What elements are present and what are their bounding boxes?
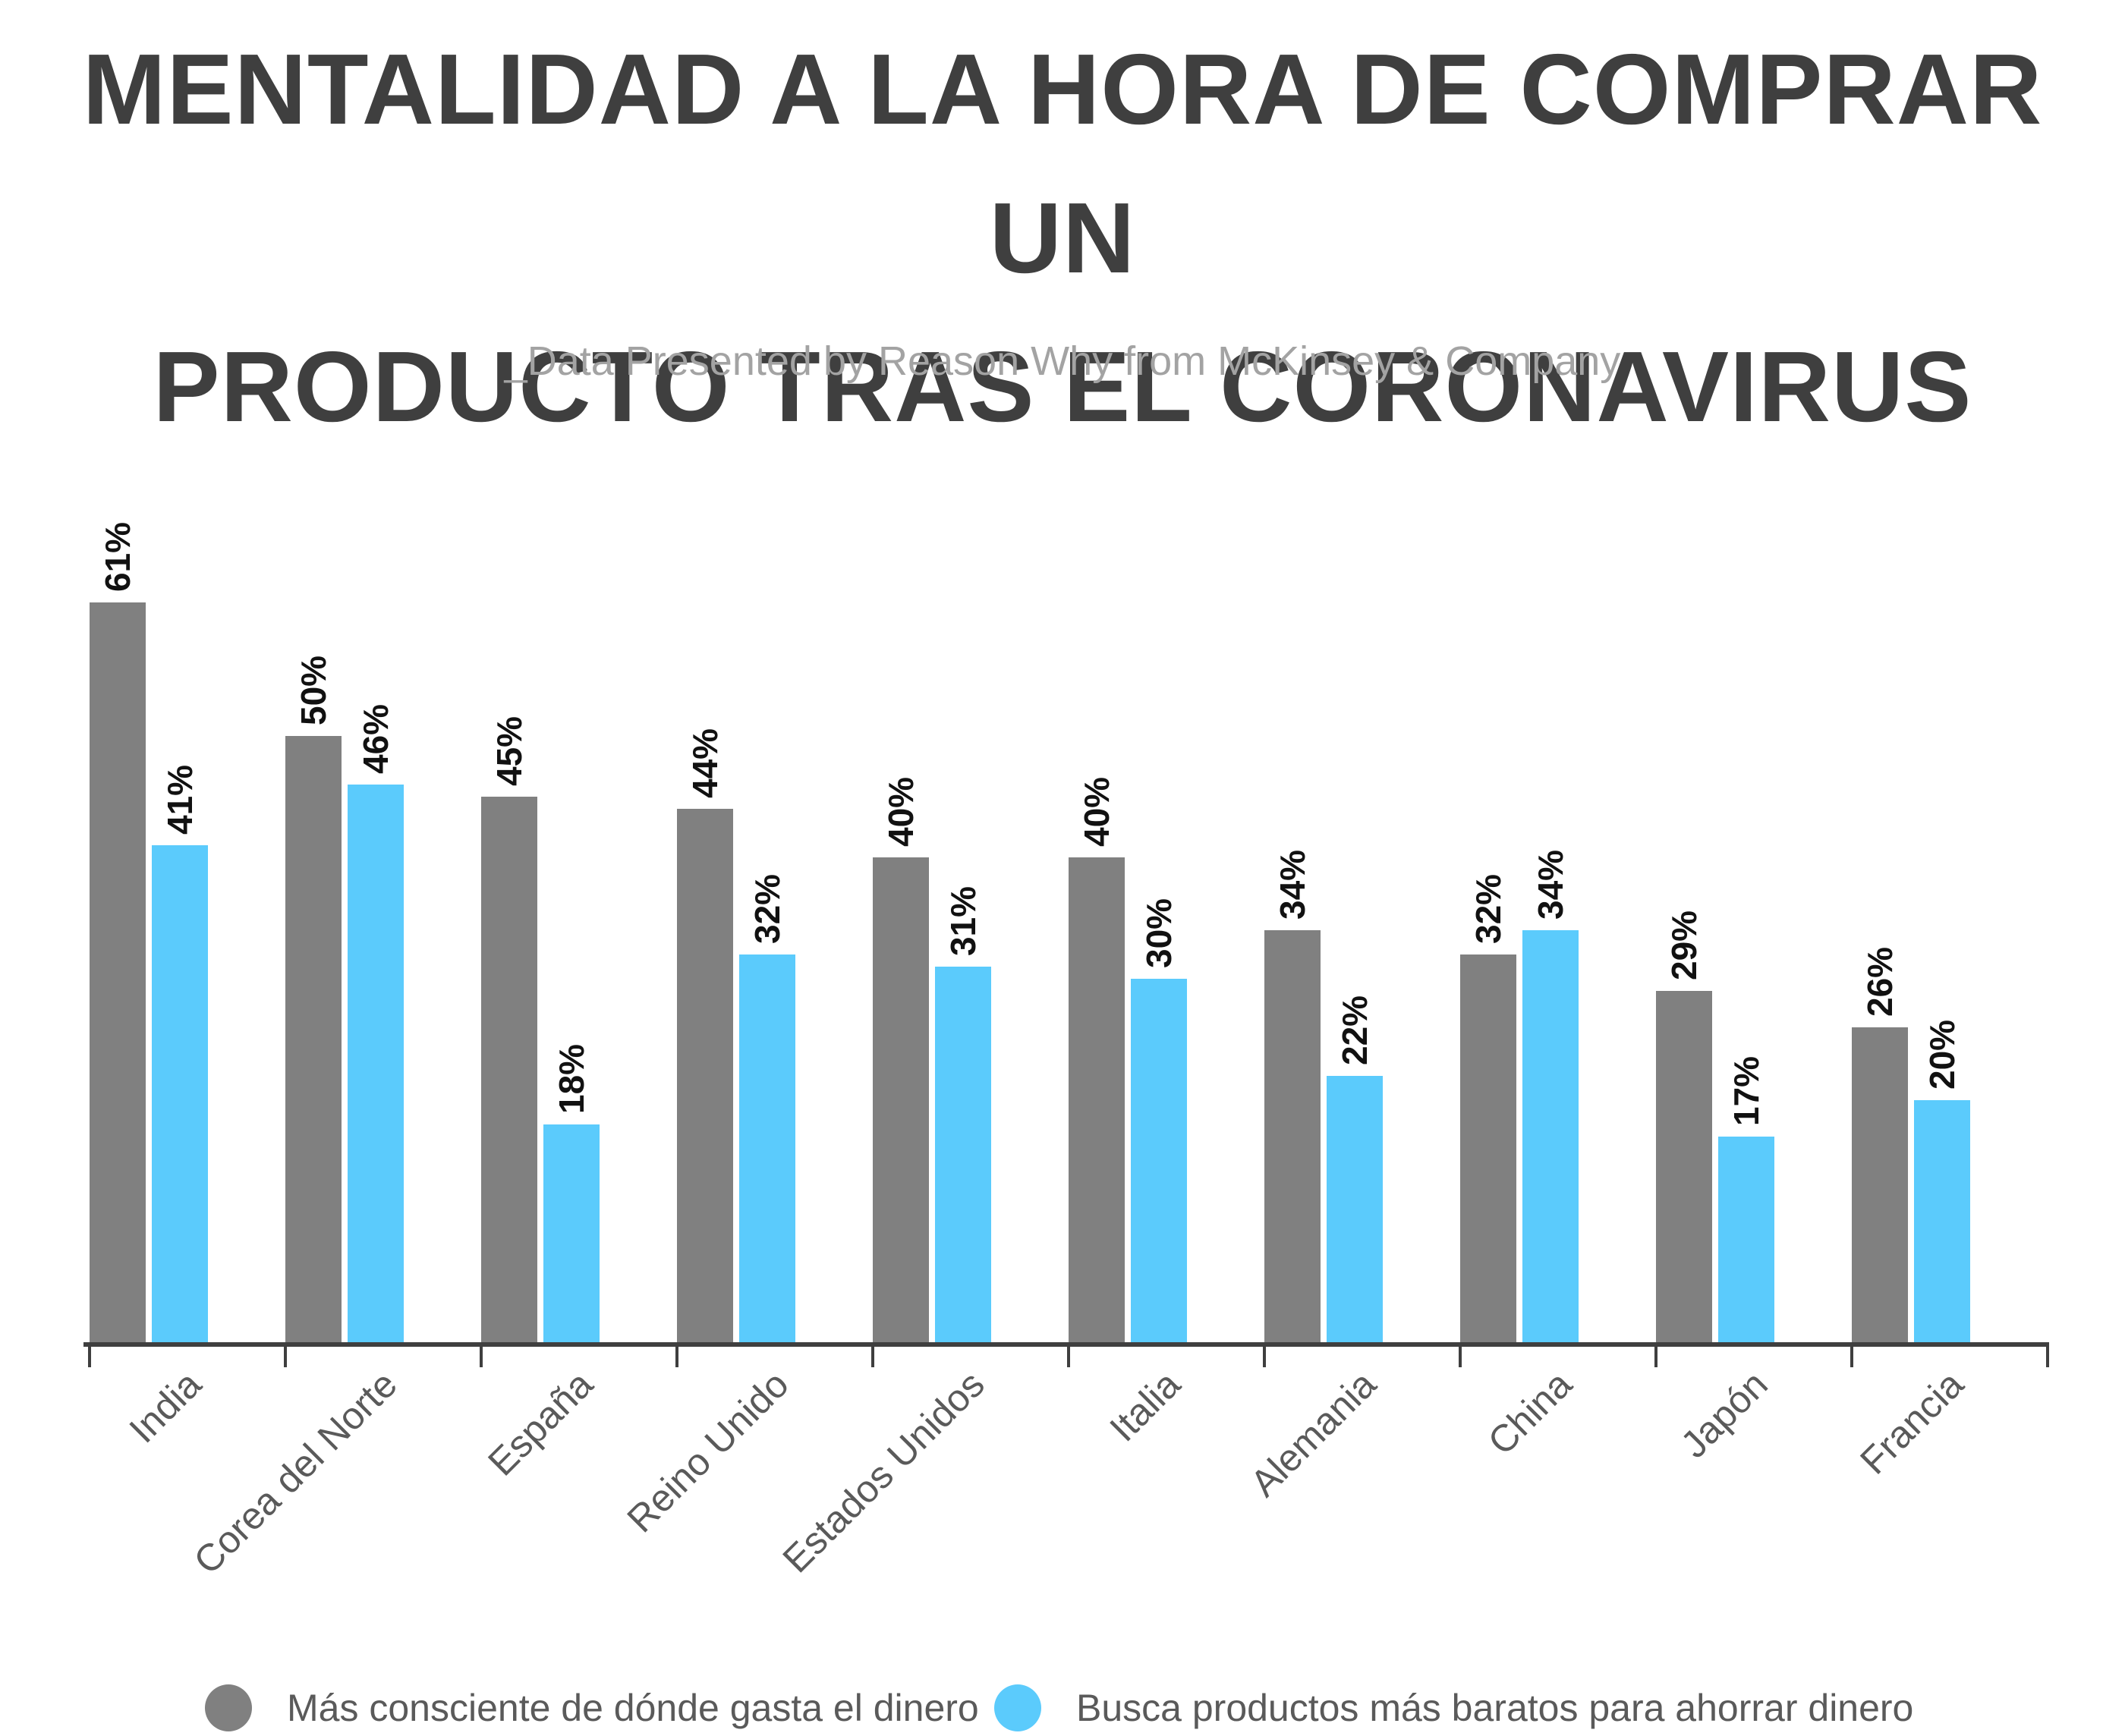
value-label: 34% [1531, 850, 1570, 920]
bar-1-italia [1069, 857, 1125, 1343]
value-label: 18% [552, 1044, 591, 1114]
chart-title-line-2: PRODUCTO TRAS EL CORONAVIRUS [153, 331, 1972, 442]
value-label: 26% [1860, 947, 1900, 1017]
x-tick-label: España [480, 1363, 601, 1484]
bars-layer [90, 602, 1970, 1343]
x-tick-label: Corea del Norte [186, 1363, 405, 1582]
bar-1-estados-unidos [873, 857, 929, 1343]
bar-2-estados-unidos [935, 967, 991, 1343]
value-label: 46% [356, 704, 395, 774]
bar-2-francia [1914, 1100, 1970, 1343]
chart-subtitle: _Data Presented by Reason Why from McKin… [504, 338, 1621, 384]
value-label: 45% [490, 716, 529, 786]
x-tick-label: Alemania [1242, 1363, 1384, 1505]
value-label: 40% [1077, 777, 1116, 847]
value-label: 17% [1727, 1056, 1766, 1126]
value-label: 29% [1664, 910, 1704, 980]
bar-2-reino-unido [739, 954, 795, 1343]
value-labels-layer: 61% 41% 50% 46% 45% 18% 44% 32% 40% 31% 40% 30% 34% 2… [98, 522, 1962, 1126]
x-tick-label: Francia [1852, 1363, 1972, 1483]
bar-2-italia [1131, 979, 1187, 1343]
value-label: 34% [1273, 850, 1312, 920]
legend-swatch-series-1 [205, 1684, 252, 1731]
bar-1-japón [1656, 991, 1712, 1343]
value-label: 50% [294, 656, 333, 725]
x-tick-label: India [121, 1363, 209, 1451]
bar-1-corea-del-norte [285, 736, 342, 1343]
bar-1-francia [1852, 1027, 1908, 1343]
value-label: 31% [943, 886, 983, 956]
bar-2-españa [543, 1124, 600, 1343]
x-tick-label: Reino Unido [619, 1363, 797, 1540]
bar-2-corea-del-norte [348, 785, 404, 1343]
bar-2-china [1522, 930, 1579, 1343]
legend-swatch-series-2 [994, 1684, 1041, 1731]
bar-1-china [1460, 954, 1516, 1343]
value-label: 32% [1469, 874, 1508, 944]
bar-2-japón [1718, 1137, 1774, 1343]
x-tick-label: China [1480, 1363, 1580, 1463]
chart-title-line-1: MENTALIDAD A LA HORA DE COMPRAR UN [82, 33, 2043, 294]
bar-1-reino-unido [677, 809, 733, 1343]
x-tick-label: Estados Unidos [775, 1363, 993, 1580]
value-label: 44% [685, 728, 725, 798]
legend-label-series-2: Busca productos más baratos para ahorrar… [1076, 1687, 1914, 1729]
value-label: 30% [1139, 898, 1179, 968]
legend-label-series-1: Más consciente de dónde gasta el dinero [287, 1687, 979, 1729]
bar-1-españa [481, 797, 537, 1343]
value-label: 61% [98, 522, 137, 592]
x-tick-label: Japón [1673, 1363, 1776, 1466]
bar-1-alemania [1264, 930, 1321, 1343]
value-label: 41% [160, 765, 200, 835]
value-label: 22% [1335, 995, 1374, 1065]
value-label: 32% [748, 874, 787, 944]
value-label: 40% [881, 777, 921, 847]
bar-2-india [152, 845, 208, 1343]
chart-title: MENTALIDAD A LA HORA DE COMPRAR UN PRODU… [0, 15, 2125, 461]
x-tick-label: Italia [1101, 1363, 1188, 1449]
value-label: 20% [1922, 1020, 1962, 1090]
bar-2-alemania [1327, 1076, 1383, 1343]
bar-1-india [90, 602, 146, 1343]
